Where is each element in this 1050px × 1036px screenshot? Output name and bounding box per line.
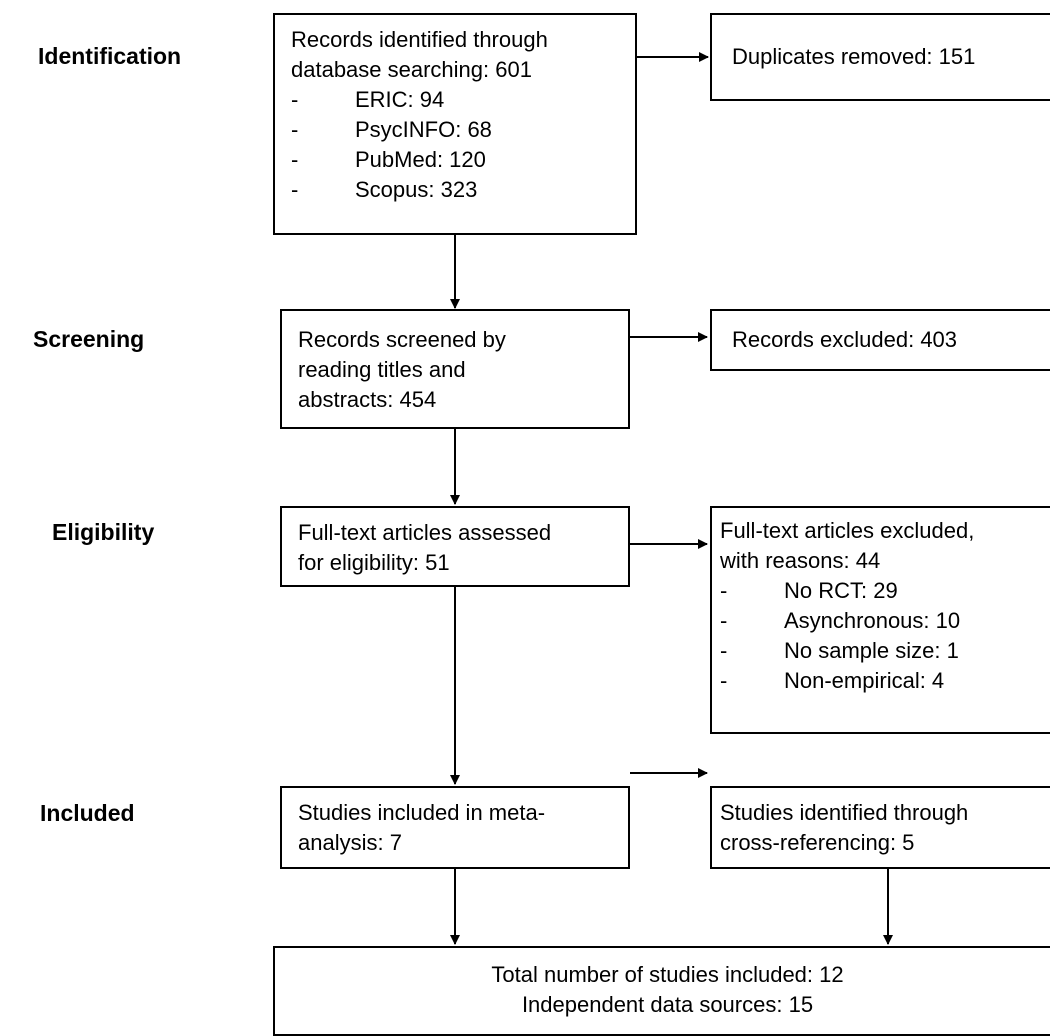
fulltext-assessed-text: Full-text articles assessed for eligibil…: [298, 520, 552, 575]
records-identified-box: Records identified through database sear…: [273, 13, 637, 235]
fulltext-assessed-box: Full-text articles assessed for eligibil…: [280, 506, 630, 587]
studies-included-meta-box: Studies included in meta- analysis: 7: [280, 786, 630, 869]
total-studies-line: Total number of studies included: 12: [491, 962, 844, 987]
fulltext-excluded-text: Full-text articles excluded, with reason…: [720, 518, 975, 573]
independent-sources-line: Independent data sources: 15: [521, 992, 814, 1017]
records-screened-text: Records screened by reading titles and a…: [298, 327, 506, 412]
duplicates-removed-text: Duplicates removed: 151: [732, 44, 976, 69]
records-screened-box: Records screened by reading titles and a…: [280, 309, 630, 429]
list-item: - PsycINFO: 68: [291, 117, 492, 142]
studies-included-meta-text: Studies included in meta- analysis: 7: [298, 800, 546, 855]
list-item: - Non-empirical: 4: [720, 668, 945, 693]
list-item: - PubMed: 120: [291, 147, 486, 172]
list-item: - ERIC: 94: [291, 87, 445, 112]
list-item: - Asynchronous: 10: [720, 608, 961, 633]
duplicates-removed-box: Duplicates removed: 151: [710, 13, 1050, 101]
list-item: - Scopus: 323: [291, 177, 478, 202]
stage-screening-label: Screening: [33, 326, 145, 352]
crossref-studies-text: Studies identified through cross-referen…: [720, 800, 969, 855]
total-studies-box: Total number of studies included: 12 Ind…: [273, 946, 1050, 1036]
records-identified-text: Records identified through database sear…: [291, 27, 548, 82]
records-excluded-text: Records excluded: 403: [732, 327, 958, 352]
stage-eligibility-label: Eligibility: [52, 519, 155, 545]
exclusion-reasons-list: - No RCT: 29 - Asynchronous: 10 - No sample…: [720, 576, 1050, 696]
stage-identification-label: Identification: [38, 43, 182, 69]
stage-included-label: Included: [40, 800, 135, 826]
fulltext-excluded-box: Full-text articles excluded, with reason…: [710, 506, 1050, 734]
list-item: - No sample size: 1: [720, 638, 959, 663]
database-sources-list: - ERIC: 94 - PsycINFO: 68 - PubMed: 120 - Sc…: [291, 85, 635, 205]
list-item: - No RCT: 29: [720, 578, 898, 603]
crossref-studies-box: Studies identified through cross-referen…: [710, 786, 1050, 869]
records-excluded-box: Records excluded: 403: [710, 309, 1050, 371]
